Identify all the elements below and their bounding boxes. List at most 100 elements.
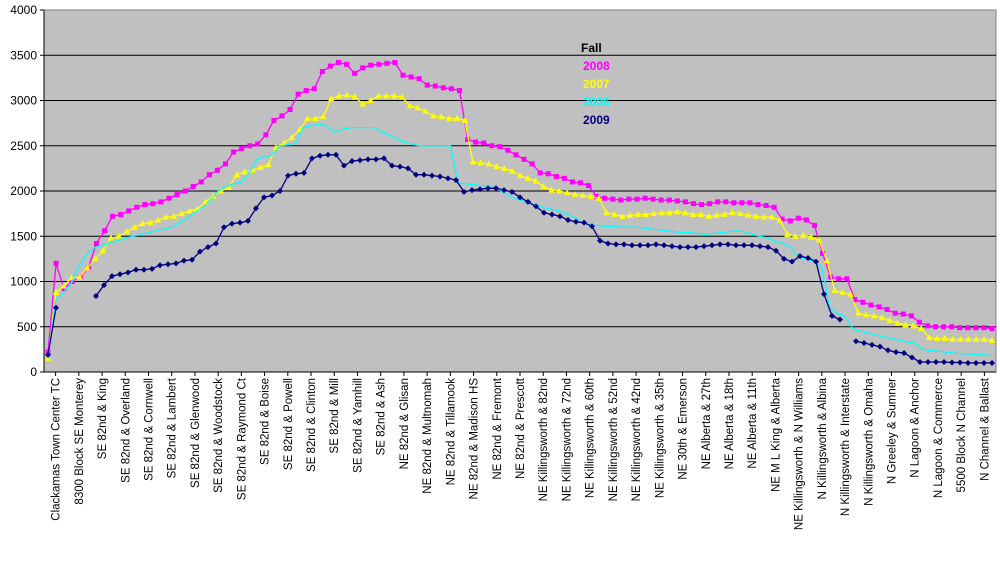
data-point xyxy=(642,211,650,218)
legend-entry-2008: 2008 xyxy=(583,59,610,73)
data-point xyxy=(166,195,172,201)
data-point xyxy=(375,92,382,99)
x-tick-label: 5500 Block N Channel xyxy=(956,378,968,492)
data-point xyxy=(894,319,901,326)
data-point xyxy=(341,162,347,169)
data-point xyxy=(988,336,996,343)
data-point xyxy=(186,207,193,214)
data-point xyxy=(288,134,296,141)
x-tick-label: SE 82nd & Overland xyxy=(120,378,132,483)
data-point xyxy=(437,173,443,180)
data-point xyxy=(674,198,680,204)
data-point xyxy=(245,217,251,224)
data-point xyxy=(365,156,371,163)
data-point xyxy=(965,335,972,342)
series-2008 xyxy=(45,59,995,355)
data-point xyxy=(453,115,461,122)
data-point xyxy=(223,161,229,167)
data-point xyxy=(548,186,555,193)
x-tick-label: NE 82nd & Madison HS xyxy=(469,378,481,500)
data-point xyxy=(477,186,483,193)
x-tick-label: NE 82nd & Prescott xyxy=(515,377,527,479)
data-point xyxy=(229,220,235,227)
data-point xyxy=(61,286,67,292)
y-tick-label: 4000 xyxy=(10,3,37,17)
x-tick-label: NE 82nd & Fremont xyxy=(492,377,504,479)
data-point xyxy=(909,354,915,361)
data-point xyxy=(605,240,611,247)
data-point xyxy=(533,203,539,210)
data-point xyxy=(304,115,311,122)
x-axis: Clackamas Town Center TC 8300 Block SE Mo… xyxy=(44,371,996,530)
x-tick-label: SE 82nd & Mill xyxy=(329,378,341,453)
x-tick-label: SE 82nd & Glenwood xyxy=(190,378,202,488)
x-tick-label: NE Killingsworth & 60th xyxy=(585,378,597,498)
data-point xyxy=(190,183,196,189)
data-point xyxy=(170,212,178,219)
data-point xyxy=(400,72,406,78)
x-tick-label: N Lagoon & Commerce xyxy=(933,378,945,498)
data-point xyxy=(225,183,233,190)
data-point xyxy=(752,212,760,219)
data-point xyxy=(60,282,67,289)
data-point xyxy=(565,216,571,223)
data-point xyxy=(661,242,667,249)
y-tick-label: 1000 xyxy=(10,275,37,289)
data-point xyxy=(626,196,632,202)
data-point xyxy=(181,257,187,264)
data-point xyxy=(384,60,390,66)
y-tick-label: 3000 xyxy=(10,94,37,108)
data-point xyxy=(803,217,809,223)
data-point xyxy=(360,65,366,71)
data-point xyxy=(924,323,930,329)
data-point xyxy=(133,266,139,273)
data-point xyxy=(501,187,507,194)
data-point xyxy=(109,273,115,280)
data-point xyxy=(965,325,971,331)
x-tick-label: 8300 Block SE Monterey xyxy=(74,378,86,505)
x-tick-label: NE Killingsworth & N Williams xyxy=(794,378,806,530)
data-point xyxy=(613,241,619,248)
series-2009 xyxy=(45,151,995,366)
data-point xyxy=(532,177,539,184)
data-point xyxy=(763,202,769,208)
data-point xyxy=(92,255,99,262)
data-point xyxy=(154,216,162,223)
data-point xyxy=(142,202,148,208)
y-tick-label: 500 xyxy=(17,320,37,334)
y-tick-label: 2500 xyxy=(10,139,37,153)
legend-entry-2007: 2007 xyxy=(583,77,610,91)
data-point xyxy=(789,258,795,265)
data-point xyxy=(139,220,146,227)
data-point xyxy=(189,256,195,263)
x-tick-label: NE Alberta & 18th xyxy=(724,378,736,469)
data-point xyxy=(677,244,683,251)
data-point xyxy=(579,192,587,199)
data-point xyxy=(344,61,350,67)
data-point xyxy=(747,200,753,206)
data-point xyxy=(414,104,421,111)
data-point xyxy=(178,210,185,217)
data-point xyxy=(957,325,963,331)
data-point xyxy=(634,211,642,218)
data-point xyxy=(469,158,476,165)
data-point xyxy=(408,74,414,80)
data-point xyxy=(53,260,59,266)
data-point xyxy=(328,95,335,102)
data-point xyxy=(611,211,618,218)
data-point xyxy=(784,230,791,237)
data-point xyxy=(493,163,500,170)
data-point xyxy=(619,212,626,219)
x-tick-label: SE 82nd & Clinton xyxy=(306,378,318,472)
data-point xyxy=(689,211,697,218)
data-point xyxy=(493,185,499,192)
data-point xyxy=(844,276,850,282)
legend-entry-2009: 2009 xyxy=(583,113,610,127)
data-point xyxy=(335,92,343,99)
data-point xyxy=(84,264,91,271)
data-point xyxy=(569,179,575,185)
data-point xyxy=(603,209,610,216)
data-point xyxy=(807,233,815,240)
data-point xyxy=(319,69,325,75)
